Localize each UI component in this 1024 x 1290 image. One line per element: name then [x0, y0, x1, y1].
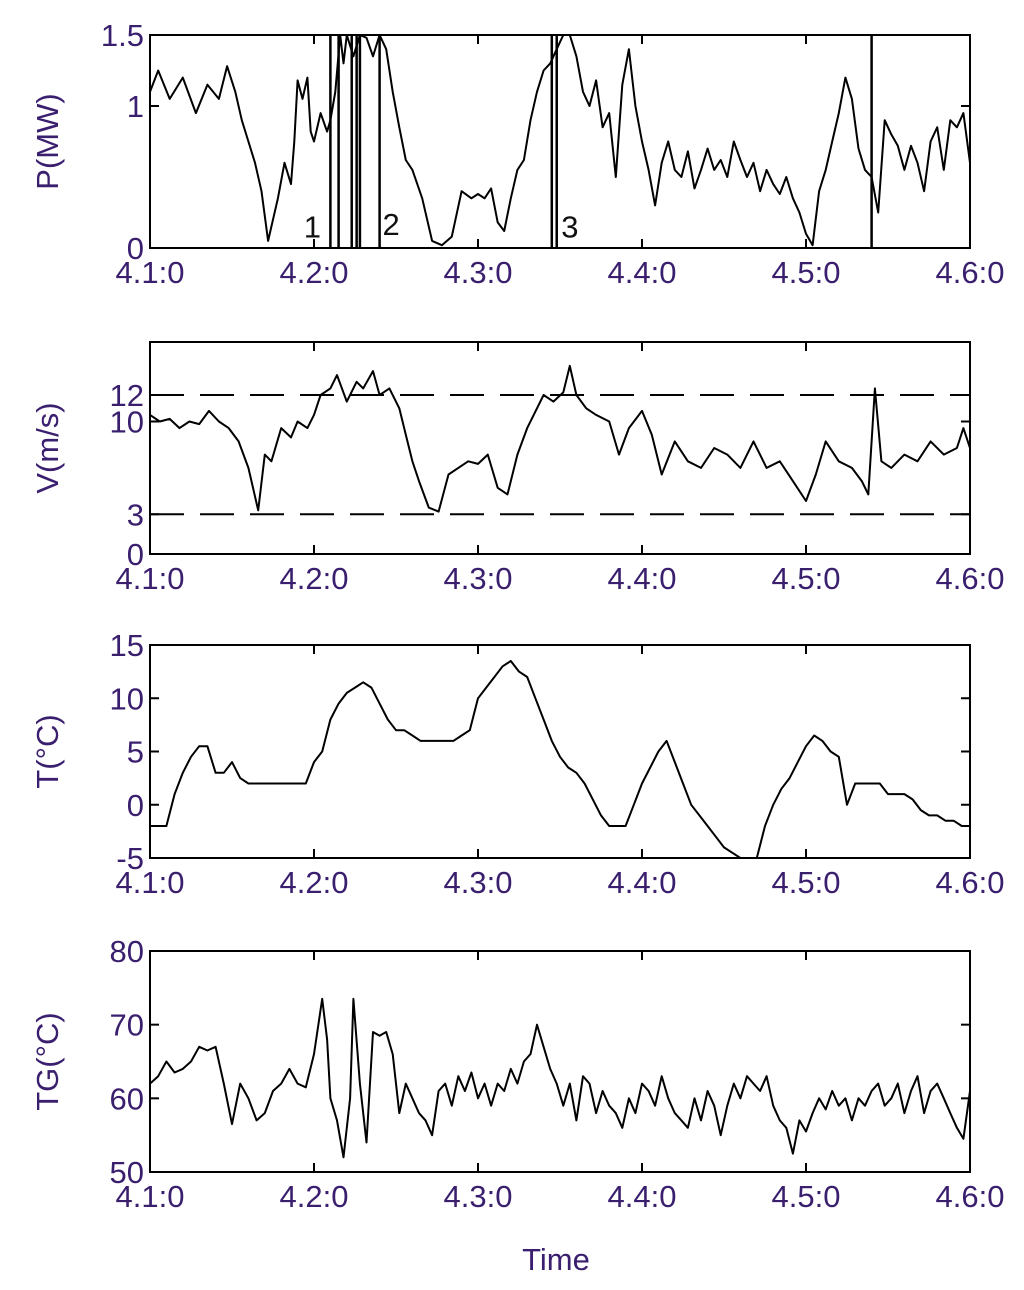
annotation-label-1: 1 — [304, 210, 321, 245]
y-tick-label: 0 — [127, 231, 144, 266]
y-tick-label: 3 — [127, 497, 144, 532]
y-tick-label: 15 — [110, 628, 144, 663]
plot-frame — [149, 34, 971, 249]
x-tick-label: 4.2:0 — [280, 255, 349, 290]
series-line-1 — [150, 997, 970, 1159]
chart-panel-3: 4.1:0 4.2:0 4.3:0 4.4:0 4.5:0 4.6:0 -5 0 5 10 15 T(… — [30, 628, 1004, 900]
y-tick-label: 10 — [110, 681, 144, 716]
y-tick-label: 0 — [127, 788, 144, 823]
y-tick-label: 5 — [127, 735, 144, 770]
x-tick-label: 4.3:0 — [444, 255, 513, 290]
x-tick-label: 4.6:0 — [936, 561, 1005, 596]
x-tick-label: 4.2:0 — [280, 865, 349, 900]
x-tick-label: 4.1:0 — [116, 255, 185, 290]
y-axis-label: V(m/s) — [30, 402, 65, 493]
annotation-label-2: 2 — [382, 207, 399, 242]
x-tick-label: 4.3:0 — [444, 865, 513, 900]
y-axis-label: TG(°C) — [30, 1012, 65, 1110]
y-tick-label: 70 — [110, 1008, 144, 1043]
y-axis-label: P(MW) — [30, 93, 65, 189]
y-tick-label: -5 — [116, 841, 144, 876]
x-axis-label: Time — [522, 1242, 590, 1277]
y-tick-label: 1 — [127, 89, 144, 124]
x-tick-label: 4.4:0 — [608, 1179, 677, 1214]
chart-panel-1: 4.1:0 4.2:0 4.3:0 4.4:0 4.5:0 4.6:0 0 1 1.5 P(MW)… — [30, 18, 1004, 290]
x-tick-label: 4.2:0 — [280, 561, 349, 596]
y-axis-label: T(°C) — [30, 714, 65, 788]
plot-frame — [149, 341, 971, 555]
x-tick-label: 4.1:0 — [116, 865, 185, 900]
x-tick-label: 4.4:0 — [608, 561, 677, 596]
y-tick-label: 10 — [110, 405, 144, 440]
x-tick-label: 4.4:0 — [608, 255, 677, 290]
annotation-label-3: 3 — [561, 210, 578, 245]
chart-panel-4: 4.1:0 4.2:0 4.3:0 4.4:0 4.5:0 4.6:0 50 60 70 80 TG… — [30, 934, 1004, 1277]
panels-group: 4.1:0 4.2:0 4.3:0 4.4:0 4.5:0 4.6:0 0 1 1.5 P(MW)… — [30, 18, 1004, 1277]
plot-frame — [149, 950, 971, 1173]
y-tick-label: 50 — [110, 1155, 144, 1190]
x-tick-label: 4.3:0 — [444, 1179, 513, 1214]
plot-frame — [149, 644, 971, 859]
y-tick-label: 0 — [127, 537, 144, 572]
series-line-1 — [150, 660, 970, 858]
x-tick-label: 4.6:0 — [936, 865, 1005, 900]
x-tick-label: 4.6:0 — [936, 255, 1005, 290]
series-line-1 — [150, 364, 970, 513]
x-tick-label: 4.1:0 — [116, 1179, 185, 1214]
x-tick-label: 4.6:0 — [936, 1179, 1005, 1214]
x-tick-label: 4.5:0 — [772, 255, 841, 290]
y-tick-label: 12 — [110, 378, 144, 413]
x-tick-label: 4.5:0 — [772, 561, 841, 596]
x-tick-label: 4.5:0 — [772, 1179, 841, 1214]
y-tick-label: 80 — [110, 934, 144, 969]
x-tick-label: 4.5:0 — [772, 865, 841, 900]
y-tick-label: 1.5 — [101, 18, 144, 53]
x-tick-label: 4.4:0 — [608, 865, 677, 900]
x-tick-label: 4.1:0 — [116, 561, 185, 596]
series-line-1 — [150, 35, 970, 247]
y-tick-label: 60 — [110, 1081, 144, 1116]
x-tick-label: 4.3:0 — [444, 561, 513, 596]
x-tick-label: 4.2:0 — [280, 1179, 349, 1214]
